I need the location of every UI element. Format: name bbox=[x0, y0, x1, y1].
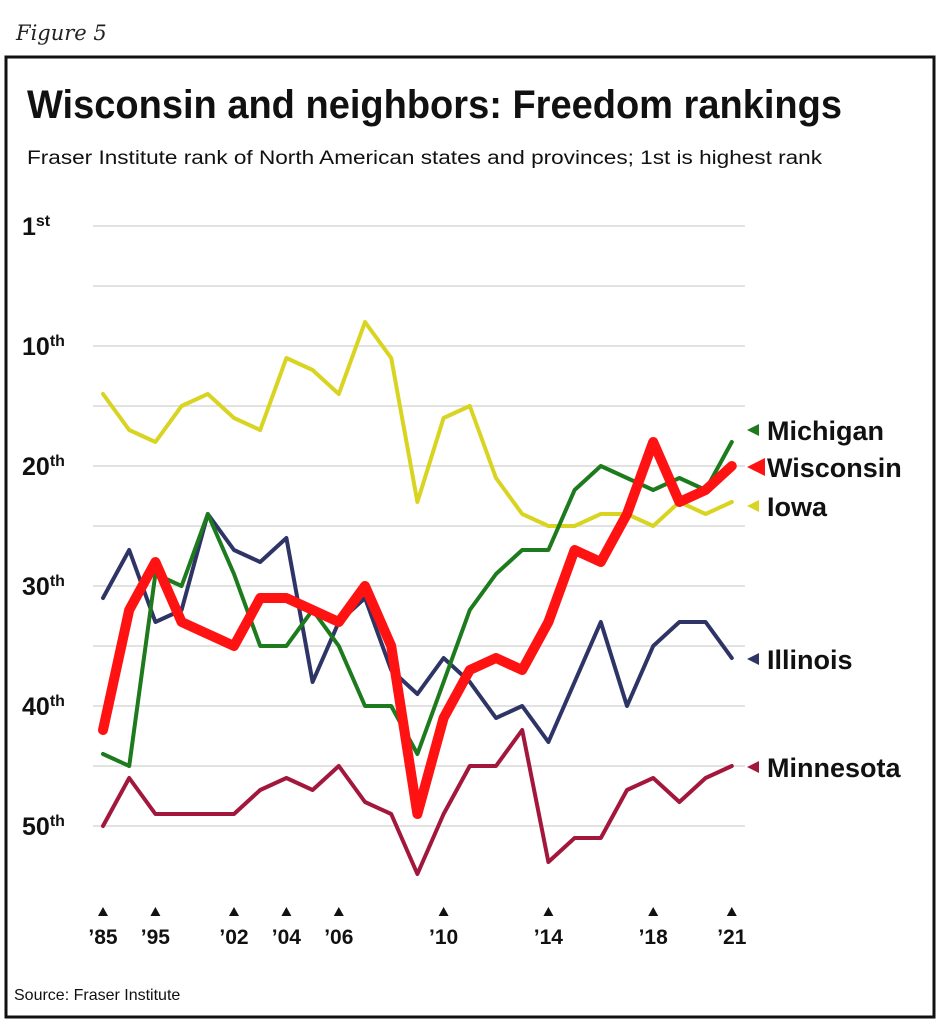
x-tick-label: ’21 bbox=[717, 926, 747, 949]
x-tick-marker bbox=[543, 907, 554, 916]
x-tick-marker bbox=[229, 907, 239, 916]
x-tick-label: ’18 bbox=[639, 926, 669, 949]
y-tick-label: 1st bbox=[22, 213, 51, 241]
x-tick-label: ’04 bbox=[272, 926, 302, 949]
legend-label-michigan: Michigan bbox=[767, 416, 884, 446]
x-tick-label: ’95 bbox=[141, 926, 171, 949]
x-tick-marker bbox=[281, 907, 292, 916]
series-line-wisconsin bbox=[98, 437, 737, 819]
series-lines bbox=[98, 320, 737, 876]
legend-label-wisconsin: Wisconsin bbox=[767, 453, 902, 483]
legend: Michigan Wisconsin Iowa Illinois Minnesota bbox=[747, 416, 902, 783]
x-tick-label: ’14 bbox=[534, 926, 564, 949]
x-tick-marker bbox=[726, 907, 737, 916]
legend-marker-illinois bbox=[747, 653, 759, 665]
gridlines bbox=[93, 225, 745, 827]
y-tick-label: 50th bbox=[22, 813, 65, 841]
x-tick-label: ’85 bbox=[88, 926, 118, 949]
legend-marker-iowa bbox=[747, 500, 759, 512]
series-line-minnesota bbox=[101, 728, 734, 876]
legend-label-illinois: Illinois bbox=[767, 645, 853, 675]
x-axis-ticks: ’85 ’95 ’02 ’04 ’06 ’10 ’14 ’18 ’21 bbox=[88, 907, 747, 949]
x-tick-marker bbox=[333, 907, 344, 916]
x-tick-marker bbox=[150, 907, 161, 916]
legend-label-iowa: Iowa bbox=[767, 492, 828, 522]
legend-marker-minnesota bbox=[747, 761, 759, 773]
x-tick-marker bbox=[648, 907, 659, 916]
x-tick-label: ’10 bbox=[429, 926, 458, 949]
x-tick-label: ’06 bbox=[324, 926, 353, 949]
source-note: Source: Fraser Institute bbox=[14, 987, 180, 1004]
chart-title: Wisconsin and neighbors: Freedom ranking… bbox=[27, 83, 842, 127]
chart-subtitle: Fraser Institute rank of North American … bbox=[27, 148, 823, 169]
y-axis-ticks: 1st 10th 20th 30th 40th 50th bbox=[22, 213, 65, 841]
y-tick-label: 10th bbox=[22, 333, 65, 361]
series-line-michigan bbox=[101, 440, 734, 768]
y-tick-label: 30th bbox=[22, 573, 65, 601]
x-tick-marker bbox=[438, 907, 449, 916]
x-tick-label: ’02 bbox=[219, 926, 248, 949]
y-tick-label: 40th bbox=[22, 693, 65, 721]
legend-label-minnesota: Minnesota bbox=[767, 753, 901, 783]
figure-label: Figure 5 bbox=[15, 21, 107, 45]
y-tick-label: 20th bbox=[22, 453, 65, 481]
x-tick-marker bbox=[98, 907, 108, 916]
chart-frame bbox=[4, 55, 936, 1019]
legend-marker-michigan bbox=[747, 424, 759, 436]
legend-marker-wisconsin bbox=[747, 458, 765, 476]
